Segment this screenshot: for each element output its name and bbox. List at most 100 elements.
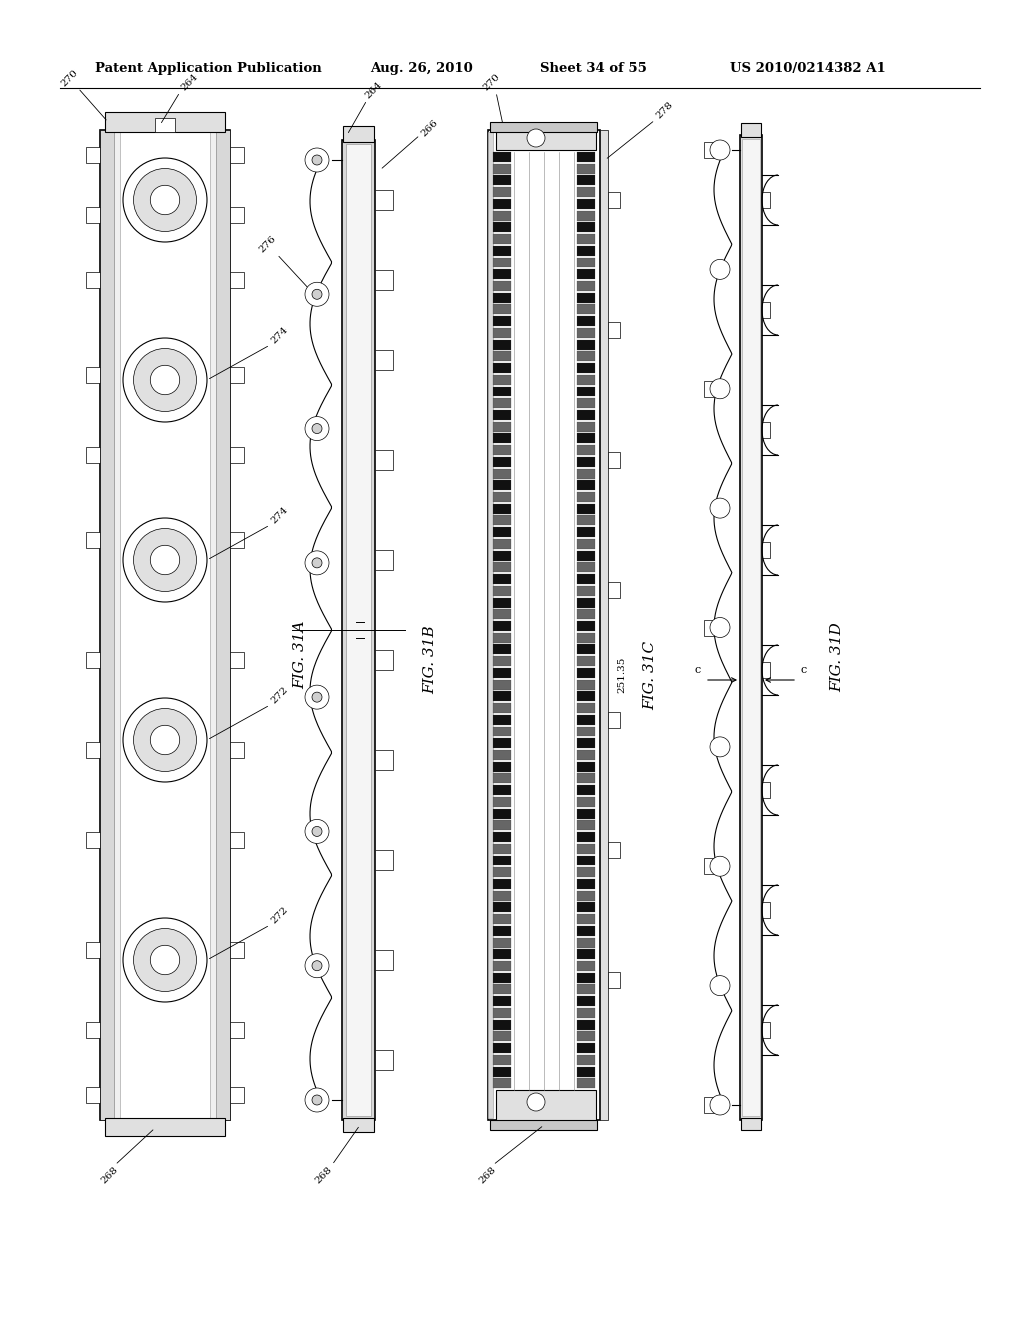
Bar: [230, 942, 244, 958]
Bar: [493, 738, 511, 748]
Bar: [741, 1118, 761, 1130]
Text: FIG. 31B: FIG. 31B: [423, 626, 437, 694]
Bar: [577, 1019, 595, 1030]
Bar: [493, 598, 511, 607]
Bar: [577, 222, 595, 232]
Bar: [577, 867, 595, 878]
Bar: [493, 1055, 511, 1065]
Bar: [577, 620, 595, 631]
Bar: [762, 781, 770, 799]
Bar: [608, 451, 620, 469]
Bar: [705, 1097, 714, 1113]
Bar: [577, 668, 595, 678]
Bar: [577, 504, 595, 513]
Bar: [493, 867, 511, 878]
Bar: [577, 164, 595, 174]
Bar: [493, 176, 511, 185]
Bar: [577, 445, 595, 455]
Bar: [762, 902, 770, 917]
Bar: [100, 129, 230, 1119]
Bar: [375, 450, 393, 470]
Bar: [493, 164, 511, 174]
Bar: [705, 619, 714, 635]
Bar: [375, 550, 393, 570]
Bar: [493, 293, 511, 302]
Bar: [577, 903, 595, 912]
Bar: [608, 711, 620, 729]
Bar: [577, 211, 595, 220]
Bar: [126, 132, 204, 1118]
Bar: [375, 850, 393, 870]
Bar: [577, 726, 595, 737]
Bar: [493, 797, 511, 807]
Bar: [86, 447, 100, 463]
Bar: [577, 785, 595, 795]
Bar: [493, 562, 511, 573]
Bar: [493, 1067, 511, 1077]
Bar: [493, 480, 511, 490]
Bar: [100, 129, 114, 1119]
Circle shape: [710, 379, 730, 399]
Bar: [493, 656, 511, 667]
Bar: [493, 211, 511, 220]
Bar: [762, 663, 770, 678]
Text: 272: 272: [269, 904, 290, 925]
Circle shape: [123, 917, 207, 1002]
Bar: [493, 692, 511, 701]
Circle shape: [133, 709, 197, 771]
Bar: [493, 620, 511, 631]
Bar: [230, 1022, 244, 1038]
Bar: [577, 363, 595, 374]
Bar: [493, 387, 511, 396]
Bar: [577, 937, 595, 948]
Bar: [577, 257, 595, 268]
Bar: [577, 632, 595, 643]
Bar: [493, 550, 511, 561]
Bar: [86, 652, 100, 668]
Bar: [493, 457, 511, 467]
Circle shape: [710, 1096, 730, 1115]
Bar: [577, 610, 595, 619]
Bar: [493, 527, 511, 537]
Bar: [577, 1078, 595, 1088]
Bar: [493, 399, 511, 408]
Bar: [577, 738, 595, 748]
Bar: [741, 123, 761, 137]
Bar: [493, 680, 511, 689]
Bar: [577, 421, 595, 432]
Bar: [577, 762, 595, 772]
Text: 268: 268: [478, 1164, 499, 1185]
Bar: [577, 317, 595, 326]
Circle shape: [710, 857, 730, 876]
Bar: [493, 832, 511, 842]
Bar: [375, 350, 393, 370]
Bar: [577, 692, 595, 701]
Circle shape: [151, 545, 179, 574]
Bar: [493, 750, 511, 760]
Circle shape: [133, 348, 197, 412]
Bar: [493, 586, 511, 595]
Circle shape: [151, 945, 179, 974]
Bar: [577, 375, 595, 384]
Bar: [577, 915, 595, 924]
Bar: [493, 222, 511, 232]
Bar: [493, 375, 511, 384]
Bar: [493, 445, 511, 455]
Circle shape: [710, 259, 730, 280]
Text: 270: 270: [59, 67, 80, 88]
Bar: [230, 367, 244, 383]
Text: 274: 274: [269, 504, 290, 525]
Bar: [493, 903, 511, 912]
Bar: [493, 961, 511, 972]
Bar: [577, 399, 595, 408]
Bar: [230, 742, 244, 758]
Bar: [493, 1008, 511, 1018]
Bar: [86, 532, 100, 548]
Bar: [493, 985, 511, 994]
Bar: [493, 269, 511, 280]
Bar: [493, 915, 511, 924]
Text: US 2010/0214382 A1: US 2010/0214382 A1: [730, 62, 886, 75]
Bar: [493, 809, 511, 818]
Circle shape: [305, 954, 329, 978]
Bar: [493, 469, 511, 479]
